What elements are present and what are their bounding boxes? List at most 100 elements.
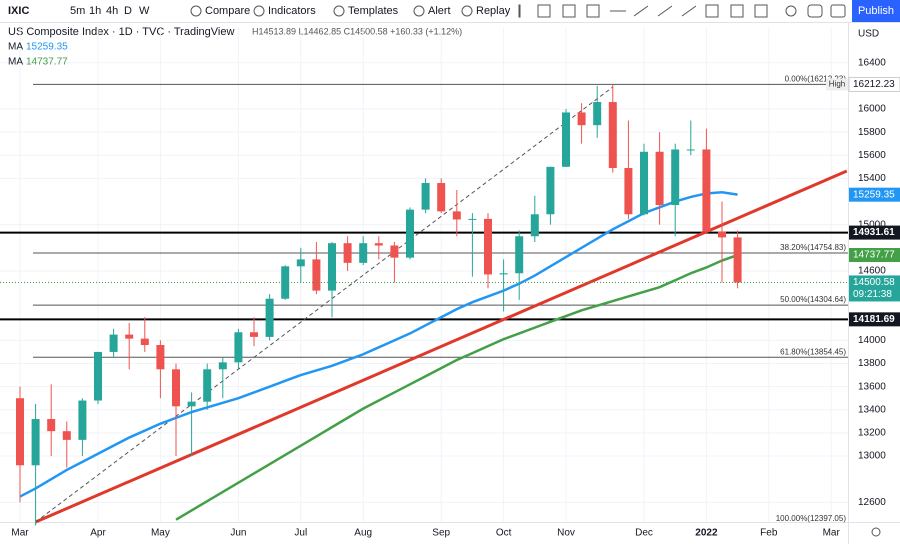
icon[interactable] — [633, 5, 649, 17]
candle-body — [640, 151, 648, 215]
legend-value: 14737.77 — [26, 57, 68, 68]
icon[interactable] — [657, 5, 673, 17]
candle-body — [343, 243, 352, 263]
button-icon[interactable] — [413, 5, 425, 17]
interval[interactable]: 1h — [89, 5, 101, 17]
y-tick-label: 13600 — [858, 381, 886, 392]
candle-body — [140, 338, 149, 345]
y-tick-label: 15000 — [858, 219, 886, 230]
candle-body — [47, 419, 56, 432]
x-tick-label: 2022 — [695, 528, 718, 539]
candle-body — [328, 243, 336, 291]
candle-body — [437, 183, 446, 212]
fib-label: 50.00%(14304.64) — [780, 295, 846, 304]
legend-name: MA — [8, 42, 23, 53]
candle-body — [218, 362, 227, 370]
candle-body — [250, 332, 258, 337]
icon[interactable] — [537, 4, 551, 18]
toolbar-button[interactable]: Templates — [348, 5, 399, 17]
interval[interactable]: W — [139, 5, 150, 17]
tag-note: High — [829, 80, 845, 89]
y-tick-label: 14000 — [858, 335, 886, 346]
trendline — [35, 86, 614, 523]
fib-label: 0.00%(16212.23) — [785, 75, 847, 84]
y-tick-label: 14600 — [858, 266, 886, 277]
x-tick-label: Aug — [354, 528, 372, 539]
candle-body — [265, 298, 274, 337]
candle-body — [530, 214, 539, 237]
candle-body — [296, 259, 305, 267]
candle-body — [203, 369, 212, 402]
price-tag-label: 14500.58 — [853, 277, 895, 288]
toolbar-icons — [518, 4, 846, 18]
trendline — [35, 169, 848, 524]
icon[interactable] — [785, 5, 797, 17]
toolbar-button[interactable]: Compare — [205, 5, 250, 17]
toolbar-button[interactable]: Alert — [428, 5, 451, 17]
price-tag — [849, 248, 900, 263]
candle-body — [468, 218, 477, 220]
x-tick-label: Sep — [432, 528, 450, 539]
candle-body — [593, 102, 602, 126]
x-tick-label: Mar — [11, 528, 29, 539]
y-tick-label: 15800 — [858, 127, 886, 138]
interval[interactable]: 4h — [106, 5, 118, 17]
candle-body — [31, 419, 40, 466]
candle-body — [452, 211, 461, 220]
y-tick-label: 13000 — [858, 451, 886, 462]
button-icon[interactable] — [333, 5, 345, 17]
icon[interactable] — [518, 4, 521, 18]
legend-title: US Composite Index · 1D · TVC · TradingV… — [8, 26, 234, 38]
candle-body — [515, 236, 524, 274]
price-tag-label: 14737.77 — [853, 250, 895, 261]
icon[interactable] — [562, 4, 576, 18]
candle-body — [16, 398, 24, 466]
candle-body — [125, 334, 134, 339]
icon[interactable] — [830, 4, 846, 18]
candle-body — [608, 102, 617, 168]
candle-body — [686, 149, 695, 151]
interval[interactable]: 5m — [70, 5, 85, 17]
moving-average — [19, 191, 738, 498]
price-tag-label: 14931.61 — [853, 227, 895, 238]
settings-icon[interactable] — [871, 527, 881, 537]
publish-button[interactable] — [852, 0, 900, 22]
x-tick-label: Apr — [90, 528, 106, 539]
candle-body — [172, 369, 180, 407]
icon[interactable] — [705, 4, 719, 18]
price-tag — [849, 312, 900, 327]
icon[interactable] — [586, 4, 600, 18]
candle-body — [718, 231, 726, 238]
symbol[interactable]: IXIC — [8, 5, 29, 17]
y-tick-label: 16000 — [858, 104, 886, 115]
button-icon[interactable] — [253, 5, 265, 17]
candle-body — [62, 431, 71, 440]
fib-label: 38.20%(14754.83) — [780, 243, 846, 252]
toolbar-button[interactable]: Replay — [476, 5, 511, 17]
icon[interactable] — [754, 4, 768, 18]
y-tick-label: 13800 — [858, 358, 886, 369]
currency: USD — [858, 29, 879, 40]
candle-body — [484, 218, 492, 275]
y-tick-label: 15400 — [858, 173, 886, 184]
button-icon[interactable] — [190, 5, 202, 17]
price-tag — [848, 76, 900, 92]
toolbar-button[interactable]: Indicators — [268, 5, 316, 17]
candle-body — [562, 112, 570, 167]
candle-body — [156, 344, 165, 370]
candle-body — [312, 259, 321, 291]
candle-body — [655, 151, 664, 206]
x-tick-label: Dec — [635, 528, 653, 539]
candle-body — [406, 209, 414, 258]
icon[interactable] — [807, 4, 823, 18]
candle-body — [702, 149, 711, 232]
x-tick-label: Feb — [760, 528, 778, 539]
icon[interactable] — [681, 5, 697, 17]
x-tick-label: Mar — [823, 528, 841, 539]
interval[interactable]: D — [124, 5, 132, 17]
button-icon[interactable] — [461, 5, 473, 17]
candle-body — [671, 149, 680, 206]
legend-ohlc: H14513.89 L14462.85 C14500.58 +160.33 (+… — [252, 26, 462, 36]
icon[interactable] — [730, 4, 744, 18]
publish-label[interactable]: Publish — [858, 5, 894, 17]
